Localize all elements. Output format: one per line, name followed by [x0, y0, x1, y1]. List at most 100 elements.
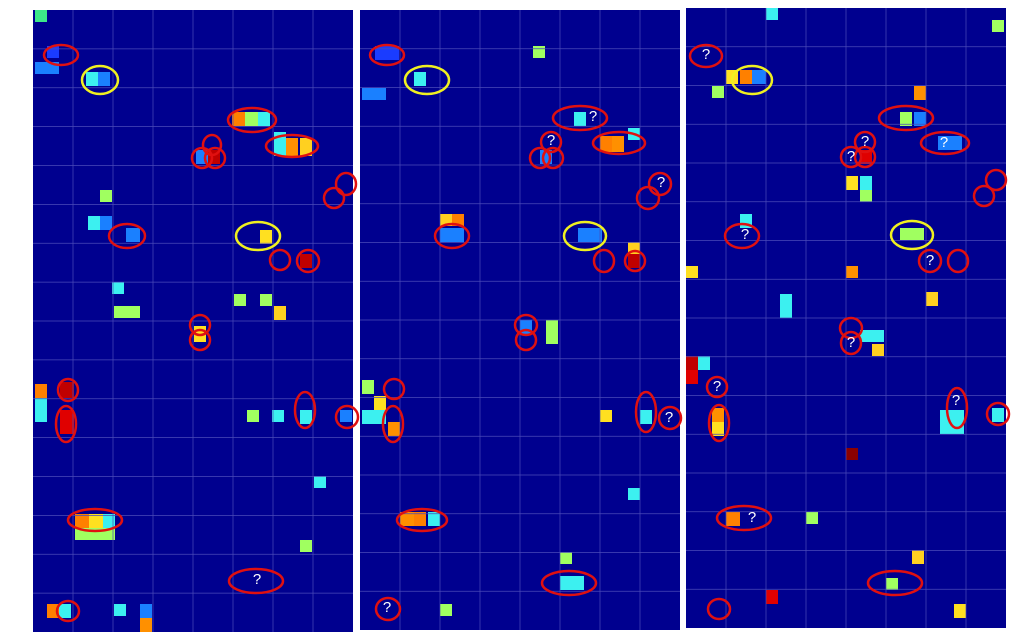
highlight-ellipse	[268, 248, 292, 272]
heat-cell	[35, 10, 47, 22]
heat-cell	[600, 136, 612, 152]
highlight-ellipse	[541, 146, 565, 170]
heat-cell	[752, 70, 766, 84]
question-mark: ?	[589, 108, 597, 125]
heat-cell	[612, 136, 624, 152]
highlight-ellipse	[562, 220, 608, 252]
highlight-ellipse	[838, 316, 864, 340]
heat-cell	[533, 46, 545, 58]
highlight-ellipse	[688, 43, 724, 69]
heat-cell	[428, 512, 440, 526]
heat-cell	[926, 292, 938, 306]
highlight-ellipse	[853, 145, 877, 169]
heat-cell	[60, 382, 74, 398]
highlight-ellipse	[917, 248, 943, 274]
question-mark: ?	[657, 174, 665, 191]
highlight-ellipse	[635, 185, 661, 211]
heat-cell	[560, 576, 584, 590]
heat-cell	[60, 410, 74, 434]
heat-cell	[272, 410, 284, 422]
highlight-ellipse	[877, 104, 935, 132]
heat-cell	[806, 512, 818, 524]
heat-cell	[286, 138, 298, 156]
question-mark: ?	[665, 409, 673, 426]
highlight-ellipse	[657, 405, 683, 431]
heatmap-panel: ?	[33, 10, 360, 632]
highlight-ellipse	[853, 130, 877, 154]
highlight-ellipse	[190, 146, 214, 170]
highlight-ellipse	[107, 222, 147, 250]
question-mark: ?	[926, 252, 934, 269]
highlight-ellipse	[334, 404, 360, 430]
heat-cell	[900, 228, 924, 240]
heat-cell	[112, 282, 124, 294]
highlight-ellipse	[730, 64, 774, 96]
heat-cell	[98, 72, 110, 86]
heat-cell	[260, 230, 272, 244]
heat-cell	[992, 20, 1004, 32]
heat-cell	[114, 306, 140, 318]
highlight-ellipse	[985, 401, 1011, 427]
highlight-ellipse	[984, 168, 1008, 192]
highlight-ellipse	[188, 313, 212, 337]
heat-cell	[88, 216, 100, 230]
heat-cell	[914, 86, 926, 100]
heat-cell	[940, 410, 964, 434]
highlight-ellipse	[946, 248, 970, 274]
highlight-ellipse	[866, 569, 924, 597]
highlight-ellipse	[188, 328, 212, 352]
heat-cell	[860, 190, 872, 202]
highlight-ellipse	[368, 43, 406, 67]
question-mark: ?	[547, 132, 555, 149]
highlight-ellipse	[715, 504, 773, 532]
highlight-ellipse	[227, 567, 285, 595]
heat-cell	[300, 138, 312, 156]
heat-cell	[686, 370, 698, 384]
heat-cell	[954, 604, 966, 618]
heat-cell	[712, 86, 724, 98]
heat-cell	[362, 410, 386, 424]
heat-cell	[560, 552, 572, 564]
heat-cell	[938, 136, 962, 150]
heat-cell	[245, 112, 258, 126]
highlight-ellipse	[42, 43, 80, 67]
heat-cell	[75, 514, 89, 528]
highlight-ellipse	[705, 375, 729, 399]
heat-cell	[686, 356, 698, 372]
heat-cell	[103, 514, 115, 528]
highlight-ellipse	[539, 130, 563, 154]
highlight-ellipse	[395, 507, 449, 533]
heat-cell	[912, 550, 924, 564]
heat-cell	[686, 266, 698, 278]
heat-cell	[35, 384, 47, 398]
highlight-ellipse	[264, 133, 320, 159]
highlight-ellipse	[334, 171, 358, 197]
heat-cell	[600, 410, 612, 422]
highlight-ellipse	[634, 390, 658, 434]
heat-cell	[712, 422, 724, 436]
heat-cell	[100, 190, 112, 202]
heat-cell	[698, 356, 710, 370]
heatmap-panel: ?????	[360, 10, 683, 630]
heat-cell	[860, 330, 884, 342]
question-mark: ?	[383, 599, 391, 616]
highlight-ellipse	[972, 184, 996, 208]
heat-cell	[300, 254, 312, 268]
heat-cell	[362, 380, 374, 394]
heat-cell	[780, 294, 792, 318]
question-mark: ?	[741, 226, 749, 243]
highlight-ellipse	[839, 330, 863, 356]
heat-cell	[247, 410, 259, 422]
heat-cell	[388, 422, 400, 436]
highlight-ellipse	[591, 130, 647, 156]
highlight-ellipse	[234, 220, 282, 252]
highlight-ellipse	[707, 403, 731, 443]
highlight-ellipse	[226, 106, 278, 134]
highlight-ellipse	[55, 599, 81, 623]
heat-cell	[114, 604, 126, 616]
question-mark: ?	[253, 571, 261, 588]
heat-cell	[140, 604, 152, 618]
highlight-ellipse	[514, 328, 538, 352]
heat-cell	[766, 8, 778, 20]
